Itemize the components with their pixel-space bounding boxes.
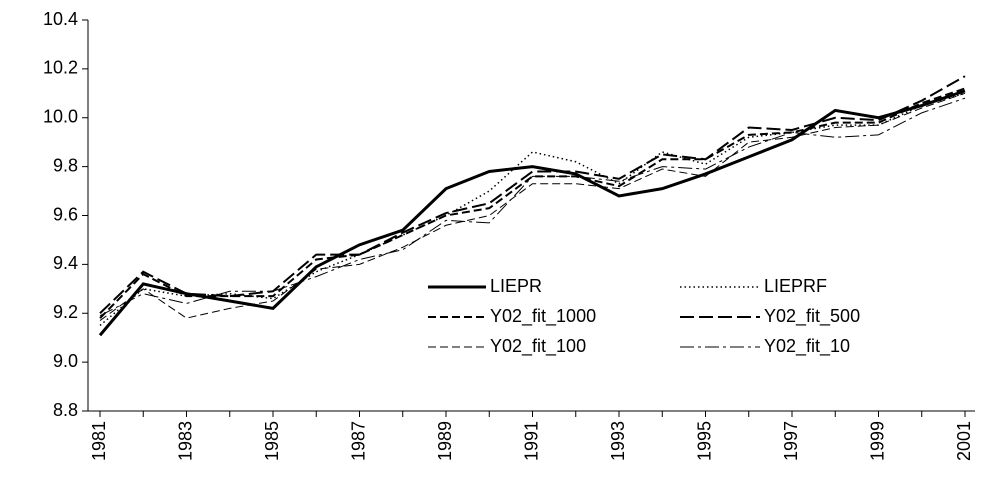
y-tick-label: 9.2 (53, 302, 78, 322)
y-tick-label: 9.8 (53, 155, 78, 175)
legend-label: LIEPRF (764, 276, 827, 296)
series-line (99, 92, 966, 321)
series-line (99, 92, 966, 327)
x-tick-label: 1995 (694, 421, 714, 461)
x-tick-label: 1997 (781, 421, 801, 461)
x-tick-label: 1999 (867, 421, 887, 461)
series-line (99, 97, 966, 317)
x-tick-label: 1985 (262, 421, 282, 461)
x-tick-label: 1987 (348, 421, 368, 461)
legend-label: Y02_fit_500 (764, 306, 860, 327)
y-tick-label: 8.8 (53, 400, 78, 420)
legend-label: Y02_fit_1000 (490, 306, 596, 327)
y-tick-label: 9.4 (53, 253, 78, 273)
legend-label: Y02_fit_100 (490, 336, 586, 357)
y-tick-label: 10.0 (43, 107, 78, 127)
y-tick-label: 9.0 (53, 351, 78, 371)
x-tick-label: 1981 (89, 421, 109, 461)
x-tick-label: 1989 (435, 421, 455, 461)
y-tick-label: 10.4 (43, 9, 78, 29)
x-tick-label: 1993 (608, 421, 628, 461)
y-tick-label: 9.6 (53, 204, 78, 224)
series-line (99, 87, 966, 319)
legend-label: Y02_fit_10 (764, 336, 850, 357)
legend-label: LIEPR (490, 276, 542, 296)
x-tick-label: 2001 (954, 421, 974, 461)
series-line (98, 89, 966, 337)
y-tick-label: 10.2 (43, 58, 78, 78)
x-tick-label: 1991 (521, 421, 541, 461)
x-tick-label: 1983 (175, 421, 195, 461)
